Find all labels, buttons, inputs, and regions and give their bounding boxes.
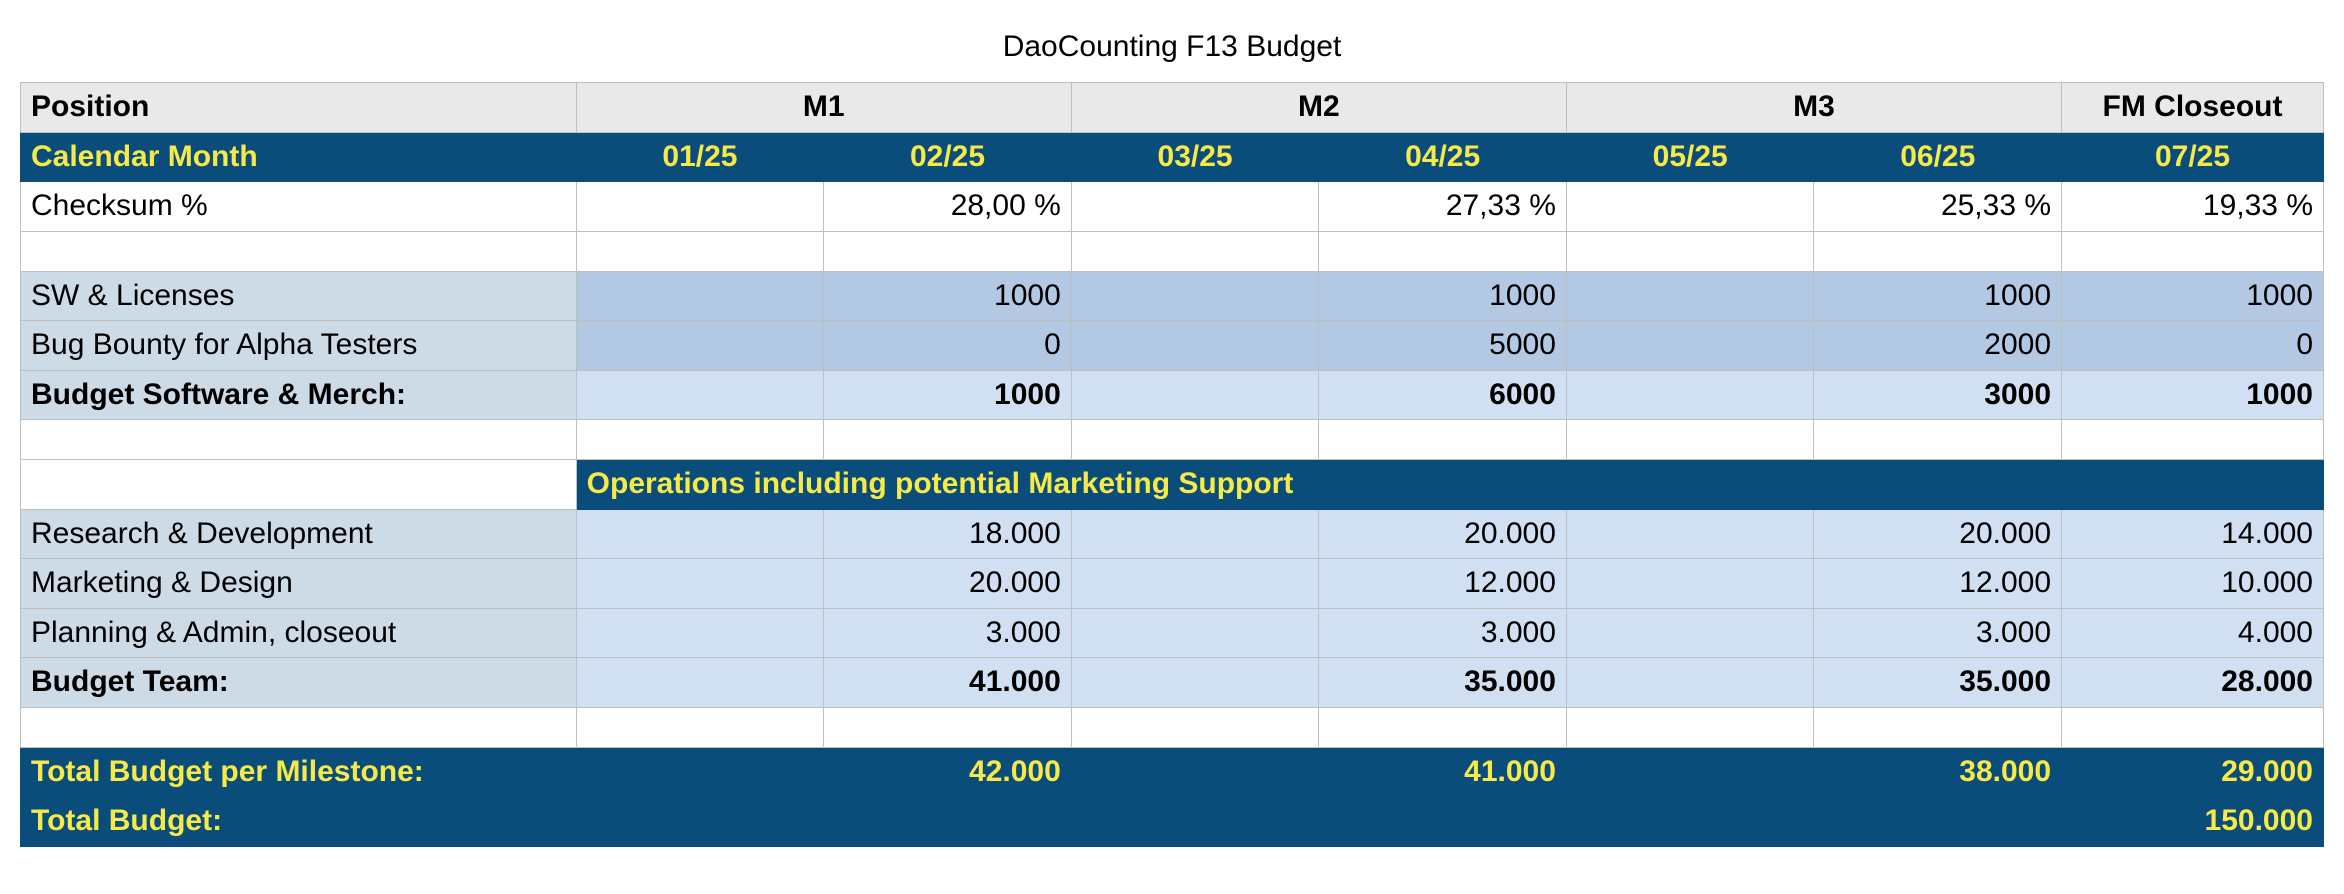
row-value: 12.000	[1319, 559, 1567, 609]
row-value: 1000	[1814, 271, 2062, 321]
calendar-m2b: 04/25	[1319, 132, 1567, 182]
spacer-row	[21, 231, 2324, 271]
row-label: Budget Team:	[21, 658, 577, 708]
checksum-m3: 25,33 %	[1814, 182, 2062, 232]
operations-banner: Operations including potential Marketing…	[576, 460, 2323, 510]
table-row: Research & Development 18.000 20.000 20.000…	[21, 509, 2324, 559]
row-value: 1000	[824, 271, 1072, 321]
row-value: 28.000	[2062, 658, 2324, 708]
table-row: Bug Bounty for Alpha Testers0500020000	[21, 321, 2324, 371]
row-label: Research & Development	[21, 509, 577, 559]
row-label: SW & Licenses	[21, 271, 577, 321]
row-value: 41.000	[824, 658, 1072, 708]
row-value: 20.000	[1814, 509, 2062, 559]
row-label: Budget Software & Merch:	[21, 370, 577, 420]
table-row: Planning & Admin, closeout 3.000 3.000 3.00…	[21, 608, 2324, 658]
table-row: SW & Licenses1000100010001000	[21, 271, 2324, 321]
row-label: Planning & Admin, closeout	[21, 608, 577, 658]
row-value: 18.000	[824, 509, 1072, 559]
table-row: Budget Software & Merch:1000600030001000	[21, 370, 2324, 420]
checksum-row: Checksum % 28,00 % 27,33 % 25,33 % 19,33…	[21, 182, 2324, 232]
row-value: 14.000	[2062, 509, 2324, 559]
checksum-m1: 28,00 %	[824, 182, 1072, 232]
row-value: 20.000	[1319, 509, 1567, 559]
total-per-milestone-close: 29.000	[2062, 747, 2324, 797]
row-value: 35.000	[1319, 658, 1567, 708]
budget-table: Position M1 M2 M3 FM Closeout Calendar M…	[20, 82, 2324, 847]
calendar-m1b: 02/25	[824, 132, 1072, 182]
calendar-m2a: 03/25	[1071, 132, 1319, 182]
calendar-m3b: 06/25	[1814, 132, 2062, 182]
row-value: 6000	[1319, 370, 1567, 420]
row-value: 1000	[824, 370, 1072, 420]
row-label: Marketing & Design	[21, 559, 577, 609]
total-per-milestone-m1: 42.000	[824, 747, 1072, 797]
total-budget-row: Total Budget: 150.000	[21, 797, 2324, 847]
page: DaoCounting F13 Budget Position M1 M2 M3…	[0, 0, 2344, 867]
total-budget-close: 150.000	[2062, 797, 2324, 847]
operations-banner-row: Operations including potential Marketing…	[21, 460, 2324, 510]
row-value: 5000	[1319, 321, 1567, 371]
row-value: 12.000	[1814, 559, 2062, 609]
spacer-row	[21, 420, 2324, 460]
row-value: 20.000	[824, 559, 1072, 609]
row-value: 3.000	[824, 608, 1072, 658]
row-value: 3000	[1814, 370, 2062, 420]
calendar-row: Calendar Month 01/25 02/25 03/25 04/25 0…	[21, 132, 2324, 182]
header-position: Position	[21, 83, 577, 133]
row-value: 10.000	[2062, 559, 2324, 609]
row-label: Bug Bounty for Alpha Testers	[21, 321, 577, 371]
row-value: 1000	[1319, 271, 1567, 321]
checksum-close: 19,33 %	[2062, 182, 2324, 232]
header-m3: M3	[1566, 83, 2061, 133]
row-value: 2000	[1814, 321, 2062, 371]
calendar-m3a: 05/25	[1566, 132, 1814, 182]
row-value: 3.000	[1814, 608, 2062, 658]
total-per-milestone-row: Total Budget per Milestone: 42.000 41.00…	[21, 747, 2324, 797]
checksum-m2: 27,33 %	[1319, 182, 1567, 232]
total-per-milestone-m2: 41.000	[1319, 747, 1567, 797]
table-row: Marketing & Design20.00012.00012.00010.0…	[21, 559, 2324, 609]
header-m1: M1	[576, 83, 1071, 133]
row-value: 0	[824, 321, 1072, 371]
total-per-milestone-label: Total Budget per Milestone:	[21, 747, 577, 797]
row-value: 1000	[2062, 370, 2324, 420]
total-per-milestone-m3: 38.000	[1814, 747, 2062, 797]
calendar-label: Calendar Month	[21, 132, 577, 182]
total-budget-label: Total Budget:	[21, 797, 577, 847]
calendar-close: 07/25	[2062, 132, 2324, 182]
row-value: 4.000	[2062, 608, 2324, 658]
table-row: Budget Team:41.00035.00035.00028.000	[21, 658, 2324, 708]
header-closeout: FM Closeout	[2062, 83, 2324, 133]
header-m2: M2	[1071, 83, 1566, 133]
header-row: Position M1 M2 M3 FM Closeout	[21, 83, 2324, 133]
calendar-m1a: 01/25	[576, 132, 824, 182]
row-value: 1000	[2062, 271, 2324, 321]
checksum-label: Checksum %	[21, 182, 577, 232]
row-value: 0	[2062, 321, 2324, 371]
spacer-row	[21, 707, 2324, 747]
page-title: DaoCounting F13 Budget	[20, 30, 2324, 64]
row-value: 35.000	[1814, 658, 2062, 708]
row-value: 3.000	[1319, 608, 1567, 658]
